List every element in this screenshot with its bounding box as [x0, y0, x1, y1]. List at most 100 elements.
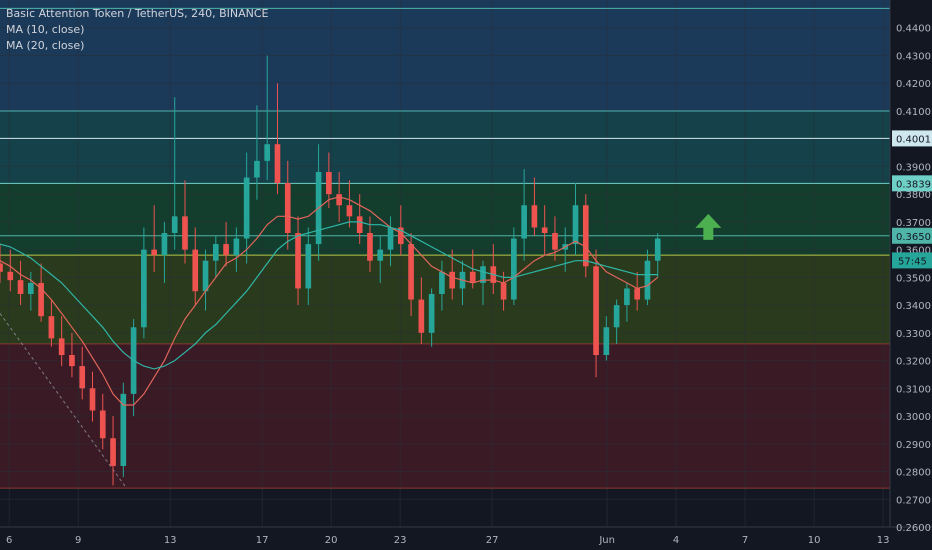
level-tag-label-2: 0.4001 — [896, 134, 931, 145]
candle-60 — [613, 305, 620, 328]
x-tick-label-6: 27 — [486, 535, 499, 546]
x-tick-label-1: 9 — [75, 535, 81, 546]
x-tick-label-4: 20 — [325, 535, 338, 546]
candle-63 — [644, 260, 651, 300]
candle-16 — [161, 232, 168, 256]
candle-20 — [202, 260, 209, 292]
candle-27 — [274, 144, 281, 184]
candle-12 — [120, 393, 127, 466]
candle-28 — [284, 183, 291, 233]
y-tick-label-15: 0.4100 — [896, 107, 931, 118]
y-tick-label-17: 0.4300 — [896, 51, 931, 62]
countdown-tag-label: 57:45 — [898, 256, 927, 267]
zone-2 — [0, 183, 890, 256]
candle-35 — [356, 216, 363, 233]
y-tick-label-0: 0.2600 — [896, 523, 931, 534]
y-axis-panel — [890, 0, 932, 550]
candle-26 — [264, 144, 271, 161]
x-tick-label-7: Jun — [598, 535, 615, 546]
zone-1 — [0, 110, 890, 184]
candle-38 — [387, 227, 394, 250]
candle-62 — [634, 288, 640, 300]
y-tick-label-1: 0.2700 — [896, 495, 931, 506]
candle-32 — [326, 171, 332, 195]
legend-ma-20[interactable]: MA (20, close) — [6, 39, 85, 52]
candle-23 — [233, 238, 240, 256]
candle-57 — [582, 205, 589, 267]
y-tick-label-11: 0.3700 — [896, 218, 931, 229]
y-tick-label-4: 0.3000 — [896, 412, 931, 423]
chart-title: Basic Attention Token / TetherUS, 240, B… — [6, 7, 269, 20]
candle-41 — [418, 299, 425, 333]
candle-29 — [295, 232, 301, 289]
candle-18 — [182, 216, 188, 250]
y-tick-label-8: 0.3400 — [896, 301, 931, 312]
y-tick-label-13: 0.3900 — [896, 162, 931, 173]
candle-19 — [192, 249, 199, 292]
candle-15 — [151, 249, 157, 256]
candle-54 — [552, 232, 558, 250]
candle-46 — [469, 271, 476, 283]
y-tick-label-10: 0.3600 — [896, 246, 931, 257]
y-tick-label-7: 0.3300 — [896, 329, 931, 340]
x-tick-label-0: 6 — [6, 535, 12, 546]
y-tick-label-18: 0.4400 — [896, 24, 931, 35]
zone-3 — [0, 255, 890, 344]
candle-58 — [593, 266, 599, 356]
x-tick-label-8: 4 — [673, 535, 679, 546]
candle-3 — [28, 282, 34, 295]
candle-4 — [38, 282, 44, 317]
candle-50 — [511, 238, 517, 300]
candle-61 — [624, 288, 630, 306]
y-tick-label-3: 0.2900 — [896, 440, 931, 451]
y-tick-label-6: 0.3200 — [896, 357, 931, 368]
x-tick-label-10: 10 — [808, 535, 821, 546]
y-tick-label-9: 0.3500 — [896, 273, 931, 284]
candle-30 — [305, 244, 312, 289]
candle-6 — [58, 338, 65, 356]
candle-36 — [367, 232, 373, 261]
x-axis-panel — [0, 527, 932, 550]
candle-9 — [89, 388, 96, 411]
y-tick-label-5: 0.3100 — [896, 384, 931, 395]
ma-10-line — [0, 196, 659, 406]
candle-64 — [654, 238, 661, 261]
candle-17 — [171, 216, 178, 233]
candle-5 — [48, 316, 55, 339]
candle-37 — [377, 249, 384, 261]
y-tick-label-12: 0.3800 — [896, 190, 931, 201]
level-tag-label-3: 0.3839 — [896, 179, 931, 190]
x-tick-label-5: 23 — [394, 535, 407, 546]
candle-56 — [572, 205, 579, 245]
x-tick-label-2: 13 — [164, 535, 177, 546]
candle-44 — [449, 271, 456, 289]
candle-2 — [17, 280, 24, 295]
candle-8 — [79, 366, 86, 389]
candle-14 — [141, 249, 147, 328]
candle-51 — [521, 205, 527, 239]
y-tick-label-2: 0.2800 — [896, 468, 931, 479]
arrow-up-icon — [695, 213, 722, 240]
candle-47 — [480, 266, 486, 283]
candle-40 — [408, 244, 414, 300]
chart-legend: Basic Attention Token / TetherUS, 240, B… — [6, 6, 269, 54]
level-tag-4 — [892, 227, 932, 244]
candle-42 — [428, 294, 435, 333]
candle-33 — [336, 194, 342, 206]
candle-59 — [603, 327, 610, 356]
level-tag-label-4: 0.3650 — [896, 232, 931, 243]
candle-52 — [531, 205, 538, 228]
y-tick-label-16: 0.4200 — [896, 79, 931, 90]
candle-43 — [439, 271, 445, 295]
ma-20-line — [0, 221, 658, 370]
x-tick-label-3: 17 — [256, 535, 269, 546]
candle-7 — [69, 355, 75, 367]
x-tick-label-9: 7 — [742, 535, 748, 546]
candle-22 — [223, 244, 229, 256]
level-tag-3 — [892, 175, 932, 192]
legend-ma-10[interactable]: MA (10, close) — [6, 23, 85, 36]
candle-49 — [500, 282, 507, 300]
countdown-tag — [892, 252, 932, 269]
